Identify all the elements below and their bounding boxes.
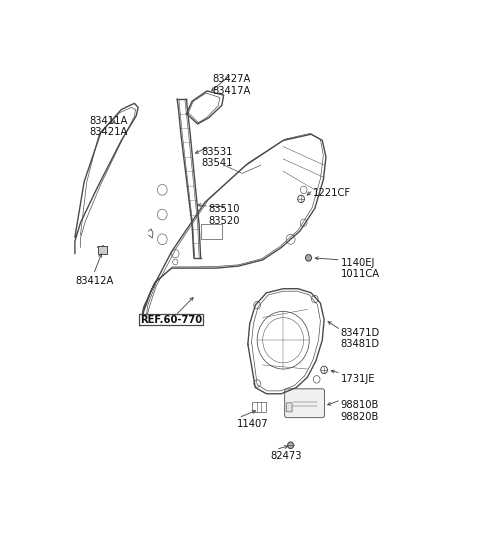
Text: 82473: 82473: [270, 452, 301, 461]
Bar: [252, 402, 266, 412]
Text: 98810B
98820B: 98810B 98820B: [341, 400, 379, 422]
Text: 83471D
83481D: 83471D 83481D: [341, 328, 380, 349]
Bar: [202, 224, 222, 239]
Text: 83531
83541: 83531 83541: [202, 147, 233, 168]
Text: 1731JE: 1731JE: [341, 374, 375, 384]
Text: 1221CF: 1221CF: [313, 188, 351, 198]
Circle shape: [305, 255, 312, 261]
Circle shape: [288, 442, 294, 448]
Bar: [98, 246, 107, 254]
Text: 11407: 11407: [237, 419, 268, 429]
FancyBboxPatch shape: [285, 389, 324, 418]
Text: 83411A
83421A: 83411A 83421A: [90, 116, 128, 137]
Text: 1140EJ
1011CA: 1140EJ 1011CA: [341, 258, 380, 279]
Text: REF.60-770: REF.60-770: [140, 315, 202, 325]
Text: 83427A
83417A: 83427A 83417A: [212, 74, 250, 96]
FancyBboxPatch shape: [286, 403, 292, 412]
Text: 83412A: 83412A: [75, 277, 113, 286]
Text: 83510
83520: 83510 83520: [209, 204, 240, 226]
